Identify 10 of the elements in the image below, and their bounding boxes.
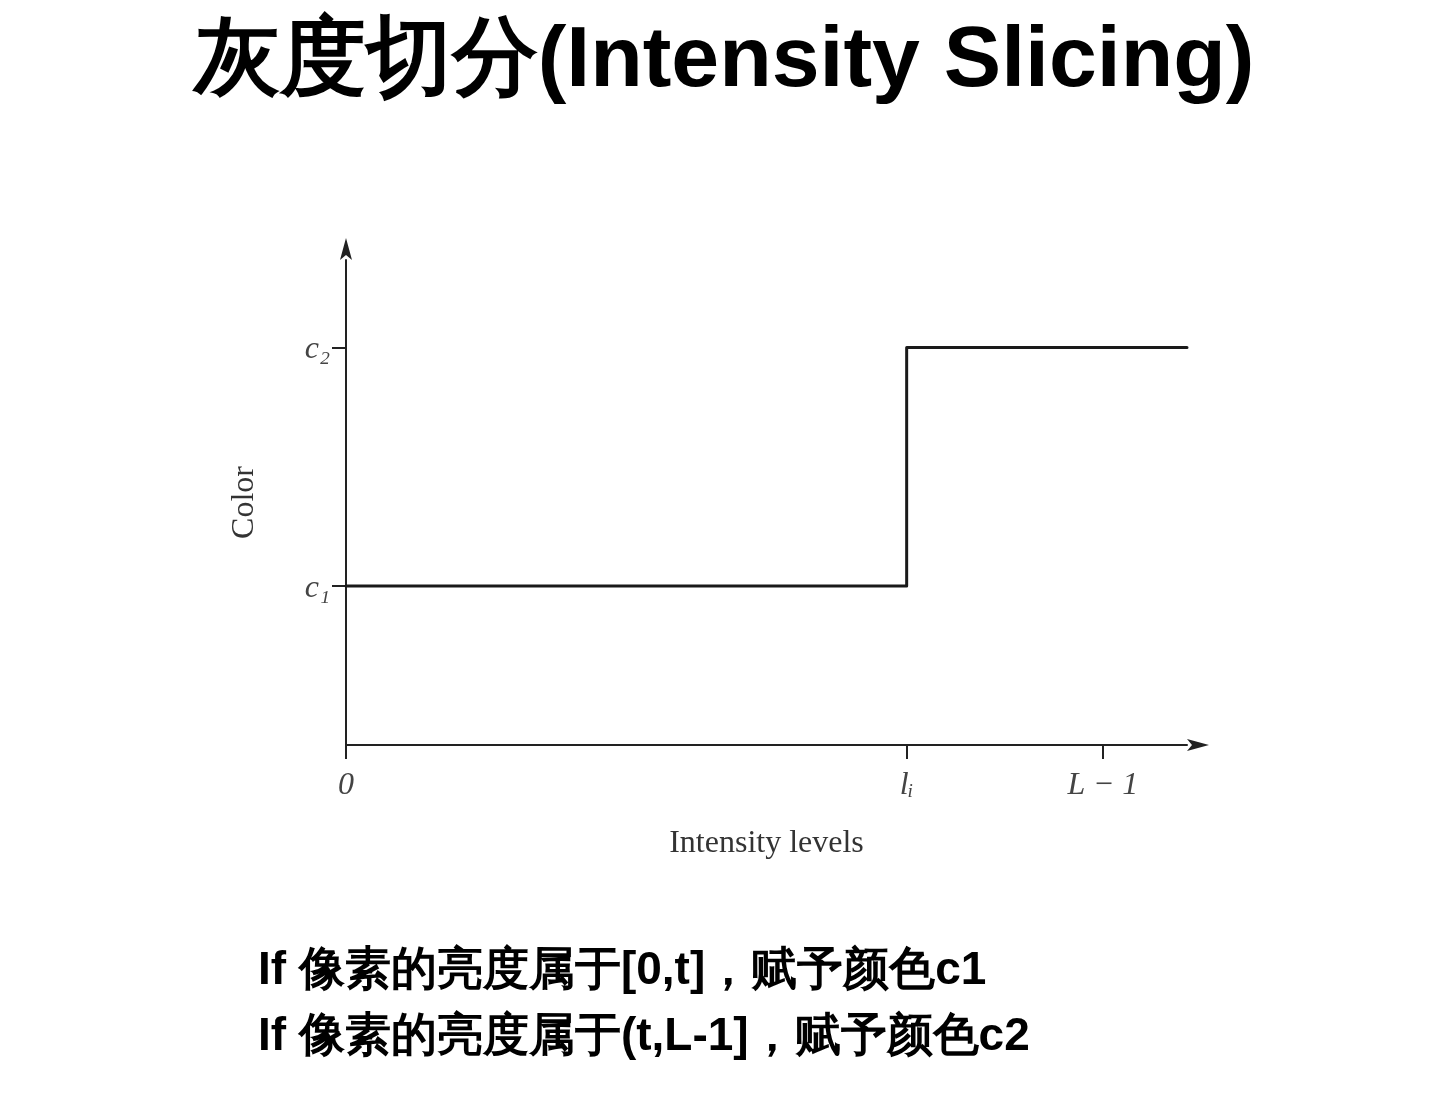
y-axis-title: Color — [224, 465, 260, 539]
text: If 像素的亮度属于(t,L-1]，赋予颜色c2 — [258, 1008, 1030, 1060]
x-tick-label: L − 1 — [1066, 765, 1139, 801]
text: c₁ — [304, 567, 330, 604]
x-tick-label: 0 — [338, 765, 354, 801]
x-axis-title: Intensity levels — [669, 823, 864, 859]
text: c₂ — [304, 329, 330, 366]
text: If 像素的亮度属于[0,t]，赋予颜色c1 — [258, 942, 987, 994]
x-tick-label: lᵢ — [899, 765, 914, 801]
chart-title: 灰度切分(Intensity Slicing) — [191, 8, 1255, 104]
